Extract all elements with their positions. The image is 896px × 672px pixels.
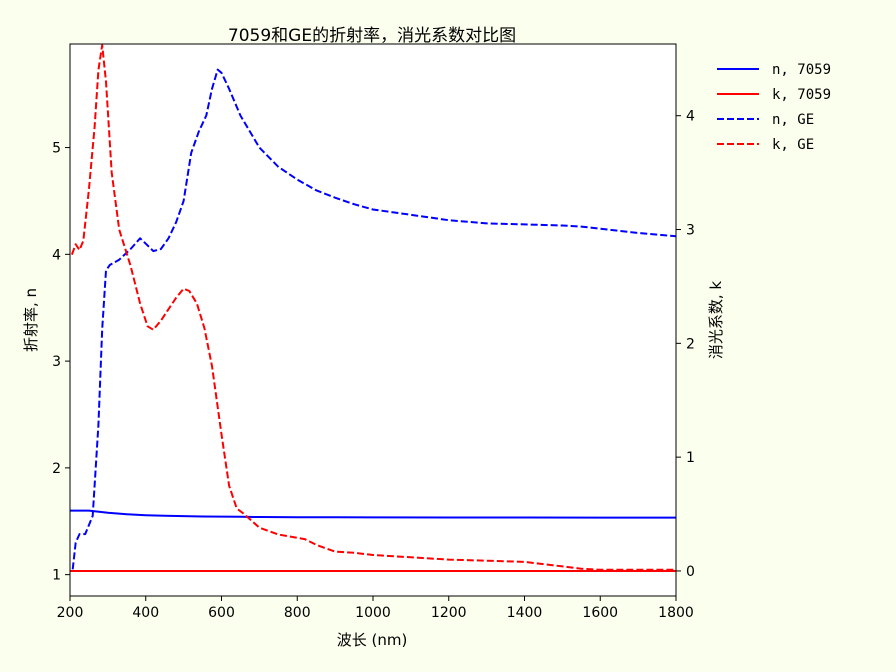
x-tick-label: 1400	[507, 605, 543, 621]
y-left-tick-label: 4	[52, 247, 61, 263]
y-left-tick-label: 2	[52, 461, 61, 477]
y-axis-right-title: 消光系数, k	[707, 281, 725, 360]
x-tick-label: 1800	[658, 605, 694, 621]
y-right-tick-label: 4	[686, 109, 695, 125]
plot-area: 200 400 600 800 1000 1200 1400 1600 1800 1 2 3 4 5 0 1 2…	[52, 43, 695, 621]
y-right-tick-label: 2	[686, 336, 695, 352]
y-left-tick-label: 1	[52, 568, 61, 584]
legend-label-2: n, GE	[772, 112, 814, 128]
x-axis-title: 波长 (nm)	[337, 631, 408, 649]
y-axis-left-title: 折射率, n	[22, 288, 40, 352]
legend: n, 7059 k, 7059 n, GE k, GE	[717, 62, 831, 153]
y-left-tick-label: 5	[52, 141, 61, 157]
x-tick-label: 400	[132, 605, 159, 621]
series-line-3	[70, 44, 676, 571]
y-right-tick-label: 0	[686, 564, 695, 580]
y-left-tick-label: 3	[52, 354, 61, 370]
x-tick-label: 600	[208, 605, 235, 621]
x-tick-label: 1200	[431, 605, 467, 621]
x-tick-label: 200	[57, 605, 84, 621]
legend-label-0: n, 7059	[772, 62, 831, 78]
series-line-2	[71, 68, 677, 570]
legend-label-1: k, 7059	[772, 87, 831, 103]
x-tick-label: 1600	[582, 605, 618, 621]
series-line-0	[70, 509, 676, 519]
y-right-tick-label: 1	[686, 450, 695, 466]
plot-background	[70, 44, 676, 596]
chart-title: 7059和GE的折射率，消光系数对比图	[228, 26, 516, 46]
y-right-tick-label: 3	[686, 223, 695, 239]
legend-label-3: k, GE	[772, 137, 814, 153]
x-tick-label: 1000	[355, 605, 391, 621]
x-tick-label: 800	[284, 605, 311, 621]
